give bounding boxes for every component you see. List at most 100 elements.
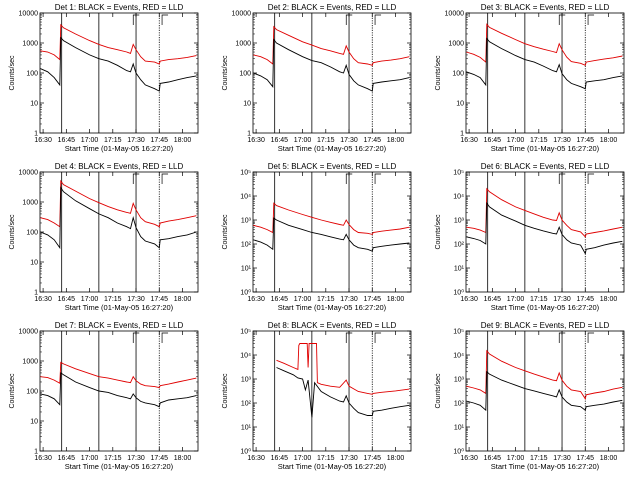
x-tick-label: 17:00: [294, 455, 312, 462]
y-tick-label: 10000: [232, 11, 252, 18]
series-lld-line: [40, 23, 197, 65]
y-tick-label: 10000: [19, 170, 39, 177]
x-tick-label: 16:45: [58, 137, 76, 144]
y-tick-label: 1000: [22, 200, 38, 207]
x-axis-label: Start Time (01-May-05 16:27:20): [491, 303, 600, 312]
x-tick-label: 17:15: [530, 137, 548, 144]
y-tick-label: 10¹: [241, 266, 252, 273]
x-axis-label: Start Time (01-May-05 16:27:20): [65, 462, 174, 471]
x-tick-label: 17:45: [151, 455, 169, 462]
plot-frame: [252, 330, 412, 452]
y-axis-label: Counts/sec: [435, 373, 442, 409]
x-tick-label: 17:45: [577, 455, 595, 462]
series-events-line: [466, 370, 623, 412]
interval-marker: [587, 332, 595, 343]
series-events-line: [466, 37, 623, 90]
x-tick-label: 18:00: [387, 137, 405, 144]
y-tick-label: 10⁴: [240, 194, 251, 201]
interval-marker: [558, 173, 566, 184]
x-tick-label: 17:45: [577, 296, 595, 303]
series-events-line: [466, 201, 623, 255]
interval-marker: [345, 173, 353, 184]
x-tick-label: 17:15: [317, 137, 335, 144]
y-tick-label: 1: [460, 131, 464, 138]
x-tick-label: 18:00: [174, 137, 192, 144]
series-lld-line: [40, 179, 197, 228]
panel-title: Det 9: BLACK = Events, RED = LLD: [481, 321, 610, 330]
x-tick-label: 17:15: [104, 296, 122, 303]
x-tick-label: 17:00: [81, 296, 99, 303]
series-lld-line: [466, 187, 623, 238]
y-tick-label: 10⁴: [453, 194, 464, 201]
x-tick-label: 17:15: [530, 296, 548, 303]
x-tick-label: 16:30: [247, 455, 265, 462]
x-tick-label: 17:30: [553, 296, 571, 303]
x-tick-label: 17:45: [364, 296, 382, 303]
interval-marker: [132, 14, 140, 25]
plot-frame: [39, 12, 199, 134]
y-tick-label: 10³: [454, 377, 465, 384]
x-tick-label: 18:00: [600, 296, 618, 303]
y-tick-label: 10⁵: [453, 170, 464, 177]
y-tick-label: 10²: [454, 242, 465, 249]
panel-det-3: Det 3: BLACK = Events, RED = LLD 1 10 100 10…: [435, 3, 625, 153]
y-axis-label: Counts/sec: [435, 214, 442, 250]
series-events-line: [276, 367, 410, 418]
x-tick-label: 17:30: [553, 137, 571, 144]
y-tick-label: 10⁰: [240, 448, 251, 456]
y-tick-label: 10: [456, 101, 464, 108]
series-events-line: [40, 372, 197, 408]
x-tick-label: 17:00: [507, 296, 525, 303]
series-lld-line: [466, 349, 623, 400]
interval-marker: [161, 173, 169, 184]
y-tick-label: 10³: [241, 377, 252, 384]
plot-frame: [39, 330, 199, 452]
panel-title: Det 2: BLACK = Events, RED = LLD: [268, 3, 397, 12]
y-axis-label: Counts/sec: [9, 55, 16, 91]
x-tick-label: 17:45: [151, 137, 169, 144]
series-events-line: [40, 186, 197, 250]
series-lld-line: [276, 343, 410, 395]
x-tick-label: 17:00: [507, 137, 525, 144]
panel-det-1: Det 1: BLACK = Events, RED = LLD 1 10 100 10…: [9, 3, 199, 153]
x-tick-label: 18:00: [387, 296, 405, 303]
x-tick-label: 18:00: [387, 455, 405, 462]
x-tick-label: 17:30: [340, 137, 358, 144]
series-lld-line: [466, 23, 623, 66]
y-tick-label: 10⁵: [453, 329, 464, 336]
x-tick-label: 17:30: [553, 455, 571, 462]
series-lld-line: [253, 25, 410, 66]
y-tick-label: 1000: [448, 41, 464, 48]
interval-marker: [161, 14, 169, 25]
interval-marker: [374, 332, 382, 343]
x-tick-label: 18:00: [174, 455, 192, 462]
interval-marker: [587, 173, 595, 184]
x-tick-label: 17:15: [317, 455, 335, 462]
x-tick-label: 17:15: [104, 137, 122, 144]
x-tick-label: 17:15: [104, 455, 122, 462]
x-tick-label: 17:00: [507, 455, 525, 462]
plot-frame: [465, 330, 625, 452]
interval-marker: [374, 14, 382, 25]
y-tick-label: 10⁵: [240, 329, 251, 336]
x-tick-label: 17:45: [577, 137, 595, 144]
y-tick-label: 10³: [241, 218, 252, 225]
y-tick-label: 10⁰: [453, 289, 464, 297]
x-axis-label: Start Time (01-May-05 16:27:20): [278, 462, 387, 471]
panel-det-9: Det 9: BLACK = Events, RED = LLD 10⁰ 10¹ 10…: [435, 321, 625, 471]
y-tick-label: 10⁵: [240, 170, 251, 177]
x-tick-label: 16:45: [58, 296, 76, 303]
y-tick-label: 1: [34, 131, 38, 138]
x-tick-label: 17:45: [151, 296, 169, 303]
y-tick-label: 1000: [22, 359, 38, 366]
x-tick-label: 18:00: [600, 455, 618, 462]
x-tick-label: 17:45: [364, 455, 382, 462]
y-tick-label: 10²: [241, 401, 252, 408]
x-tick-label: 18:00: [174, 296, 192, 303]
x-tick-label: 17:30: [127, 455, 145, 462]
panel-title: Det 6: BLACK = Events, RED = LLD: [481, 162, 610, 171]
x-tick-label: 17:00: [294, 137, 312, 144]
plot-frame: [252, 171, 412, 293]
y-tick-label: 100: [26, 389, 38, 396]
y-tick-label: 10⁴: [453, 353, 464, 360]
